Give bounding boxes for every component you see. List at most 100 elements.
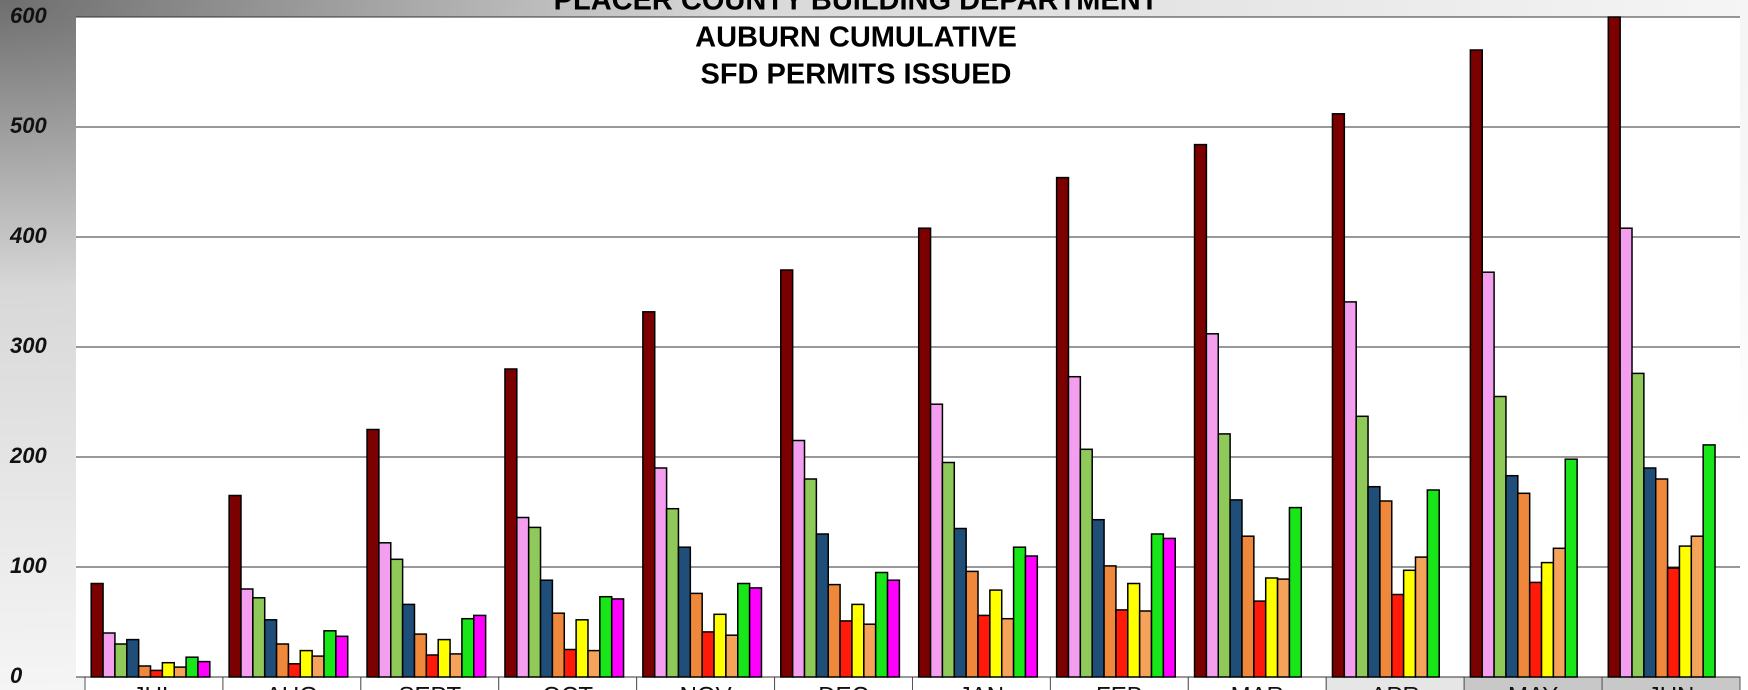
bar: [114, 643, 128, 678]
bar: [886, 579, 901, 678]
x-tick-label: DEC: [818, 682, 869, 690]
bar: [780, 269, 794, 678]
bar: [461, 617, 475, 678]
bar: [1343, 301, 1357, 678]
bar: [1702, 444, 1716, 678]
bar: [1379, 500, 1393, 678]
bar: [1205, 333, 1220, 678]
bar: [1678, 545, 1693, 678]
bar: [1288, 506, 1303, 678]
bar: [1607, 16, 1621, 678]
bar: [401, 603, 416, 678]
bar: [137, 665, 152, 678]
bar: [599, 595, 613, 678]
bar: [815, 533, 829, 678]
x-tick-label: NOV: [680, 682, 732, 690]
x-tick-label: JUL: [133, 682, 176, 690]
y-tick-label: 400: [9, 223, 47, 248]
bar: [1666, 567, 1681, 678]
bar: [1000, 617, 1015, 678]
bar: [1055, 176, 1070, 678]
x-tick-label: AUG: [266, 682, 318, 690]
bar: [851, 603, 865, 678]
bar: [791, 439, 806, 678]
bar: [839, 620, 853, 678]
bar: [1127, 582, 1141, 678]
y-tick-label: 200: [9, 443, 47, 468]
bar: [551, 612, 566, 678]
bar: [1391, 593, 1405, 678]
bar: [1493, 395, 1507, 678]
x-tick-label: FEB: [1096, 682, 1143, 690]
bar: [1690, 535, 1704, 678]
bar: [874, 571, 889, 678]
bar: [240, 588, 254, 678]
chart-title: AUBURN CUMULATIVE: [695, 22, 1017, 54]
bar: [653, 467, 668, 678]
bar: [1619, 227, 1633, 678]
bar: [1193, 143, 1208, 678]
x-tick-label: OCT: [542, 682, 593, 690]
bar: [665, 507, 680, 678]
bar: [941, 461, 956, 678]
bar: [748, 587, 763, 678]
bar: [989, 589, 1003, 678]
bar: [1517, 492, 1531, 678]
bar: [1331, 113, 1346, 678]
bar: [504, 368, 518, 678]
x-tick-label: MAR: [1231, 682, 1284, 690]
bar: [437, 638, 451, 678]
x-tick-label: SEPT: [398, 682, 461, 690]
bar: [1138, 610, 1153, 678]
bar: [335, 635, 349, 678]
bar: [1012, 546, 1027, 678]
x-tick-label: MAY: [1508, 682, 1558, 690]
bar: [390, 558, 404, 678]
bar: [1540, 561, 1555, 678]
bar: [917, 227, 932, 678]
bar: [197, 660, 211, 678]
bar: [1264, 577, 1279, 678]
bar: [1217, 433, 1231, 678]
bar: [516, 516, 530, 678]
bar: [161, 661, 175, 678]
bar: [677, 546, 692, 678]
bar: [1631, 372, 1645, 678]
chart-title: PLACER COUNTY BUILDING DEPARTMENT: [554, 0, 1159, 17]
bar: [1643, 467, 1657, 678]
bar: [425, 654, 439, 678]
bar: [1367, 485, 1381, 678]
bar: [929, 403, 944, 678]
bar: [953, 527, 967, 678]
bar: [1150, 533, 1165, 678]
bar: [252, 597, 266, 678]
bar: [977, 614, 991, 678]
bar: [1091, 518, 1105, 678]
y-tick-label: 0: [10, 663, 23, 688]
bar: [90, 582, 104, 678]
bar: [1528, 581, 1543, 678]
bar: [149, 669, 164, 678]
bar: [366, 428, 380, 678]
bar: [642, 311, 656, 678]
bar: [1414, 556, 1429, 678]
y-tick-label: 300: [10, 333, 47, 358]
bar: [1276, 578, 1291, 678]
bar: [449, 653, 463, 678]
bar: [863, 623, 877, 678]
bar: [378, 542, 392, 678]
bar: [527, 526, 542, 678]
bar: [263, 619, 278, 678]
bar: [1067, 375, 1082, 678]
bar: [1355, 415, 1369, 678]
bar: [827, 583, 841, 678]
bar: [575, 619, 589, 678]
bar: [126, 638, 140, 678]
x-tick-label: JUN: [1648, 682, 1695, 690]
bar: [185, 656, 199, 678]
bar: [725, 634, 739, 678]
bar: [1103, 565, 1117, 678]
bar: [737, 582, 751, 678]
bar: [1426, 489, 1440, 678]
